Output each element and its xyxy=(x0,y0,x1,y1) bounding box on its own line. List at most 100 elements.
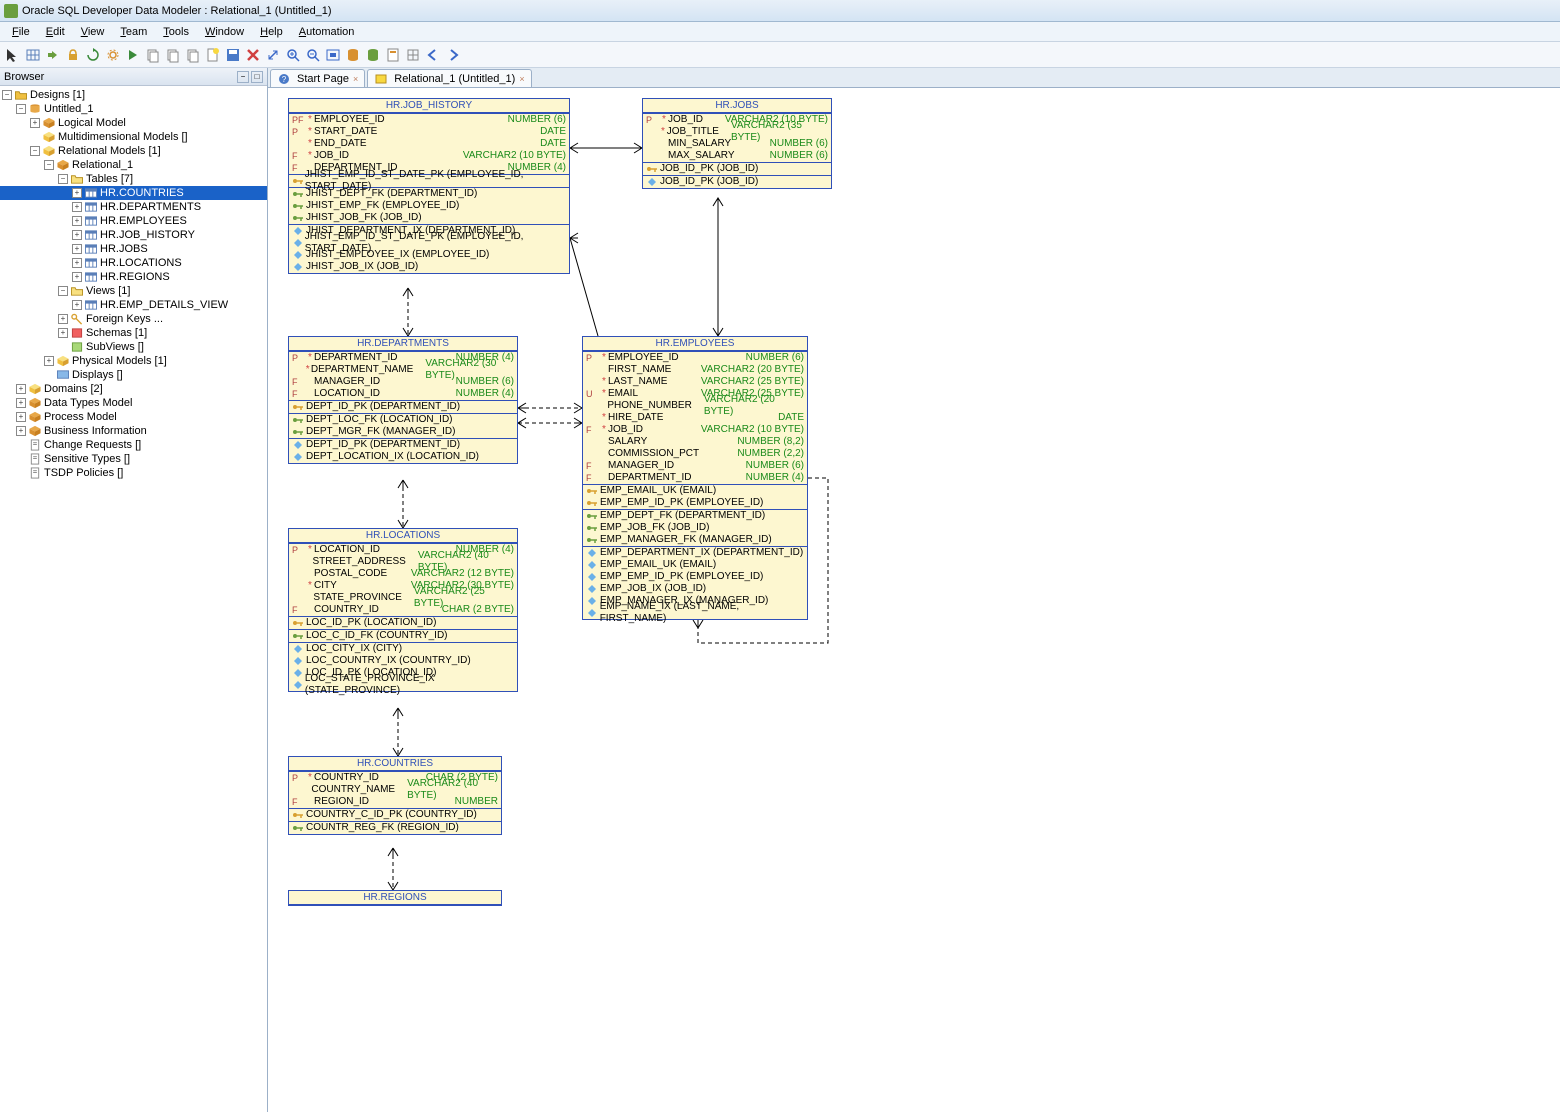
tree-item[interactable]: +Logical Model xyxy=(0,116,267,130)
tree-item[interactable]: TSDP Policies [] xyxy=(0,466,267,480)
menu-tools[interactable]: Tools xyxy=(155,24,197,40)
expand-icon[interactable]: + xyxy=(72,300,82,310)
tree-item[interactable]: +Business Information xyxy=(0,424,267,438)
back-icon[interactable] xyxy=(424,46,442,64)
expand-icon[interactable]: + xyxy=(58,328,68,338)
gear-icon[interactable] xyxy=(104,46,122,64)
expand-icon[interactable]: + xyxy=(72,272,82,282)
expand-icon[interactable]: − xyxy=(58,174,68,184)
tab-close-icon[interactable]: × xyxy=(519,74,524,84)
zoomout-icon[interactable] xyxy=(304,46,322,64)
fwd-icon[interactable] xyxy=(444,46,462,64)
tree-item[interactable]: −Relational Models [1] xyxy=(0,144,267,158)
tree-item[interactable]: +Physical Models [1] xyxy=(0,354,267,368)
tree-item[interactable]: +HR.EMPLOYEES xyxy=(0,214,267,228)
tree-item[interactable]: +Process Model xyxy=(0,410,267,424)
expand-icon[interactable]: + xyxy=(16,412,26,422)
tab-0[interactable]: ?Start Page× xyxy=(270,69,365,87)
tree-item[interactable]: −Views [1] xyxy=(0,284,267,298)
tree-item[interactable]: +Domains [2] xyxy=(0,382,267,396)
entity-job_history[interactable]: HR.JOB_HISTORYPF*EMPLOYEE_IDNUMBER (6)P*… xyxy=(288,98,570,274)
grid-icon[interactable] xyxy=(24,46,42,64)
zoomin-icon[interactable] xyxy=(284,46,302,64)
menu-automation[interactable]: Automation xyxy=(291,24,363,40)
tree-item[interactable]: +Schemas [1] xyxy=(0,326,267,340)
fit-icon[interactable] xyxy=(324,46,342,64)
tree-item[interactable]: Multidimensional Models [] xyxy=(0,130,267,144)
entity-departments[interactable]: HR.DEPARTMENTSP*DEPARTMENT_IDNUMBER (4)*… xyxy=(288,336,518,464)
tree-item[interactable]: +HR.LOCATIONS xyxy=(0,256,267,270)
expand-icon[interactable]: + xyxy=(16,426,26,436)
entity-regions[interactable]: HR.REGIONS xyxy=(288,890,502,906)
tree-item[interactable]: Displays [] xyxy=(0,368,267,382)
menu-help[interactable]: Help xyxy=(252,24,291,40)
expand-icon[interactable]: − xyxy=(44,160,54,170)
expand-icon[interactable]: + xyxy=(58,314,68,324)
diagram-canvas[interactable]: HR.JOB_HISTORYPF*EMPLOYEE_IDNUMBER (6)P*… xyxy=(268,88,1548,1112)
delete-icon[interactable] xyxy=(244,46,262,64)
save-icon[interactable] xyxy=(224,46,242,64)
cursor-icon[interactable] xyxy=(4,46,22,64)
entity-jobs[interactable]: HR.JOBSP*JOB_IDVARCHAR2 (10 BYTE)*JOB_TI… xyxy=(642,98,832,189)
expand-icon[interactable]: − xyxy=(30,146,40,156)
tree-item[interactable]: +HR.COUNTRIES xyxy=(0,186,267,200)
expand-icon[interactable]: + xyxy=(16,384,26,394)
copy3-icon[interactable] xyxy=(184,46,202,64)
zoomrev-icon[interactable] xyxy=(264,46,282,64)
tab-1[interactable]: Relational_1 (Untitled_1)× xyxy=(367,69,531,87)
tree-item[interactable]: −Untitled_1 xyxy=(0,102,267,116)
expand-icon[interactable]: + xyxy=(72,258,82,268)
tree-item[interactable]: +HR.DEPARTMENTS xyxy=(0,200,267,214)
ix-icon xyxy=(586,548,600,558)
diagram-canvas-wrap[interactable]: HR.JOB_HISTORYPF*EMPLOYEE_IDNUMBER (6)P*… xyxy=(268,88,1560,1112)
new-icon[interactable] xyxy=(204,46,222,64)
tree-item[interactable]: −Designs [1] xyxy=(0,88,267,102)
copy1-icon[interactable] xyxy=(144,46,162,64)
tree-item[interactable]: −Tables [7] xyxy=(0,172,267,186)
refresh-icon[interactable] xyxy=(84,46,102,64)
expand-icon[interactable]: + xyxy=(72,202,82,212)
expand-icon[interactable]: − xyxy=(2,90,12,100)
grid2-icon[interactable] xyxy=(404,46,422,64)
expand-icon[interactable]: − xyxy=(58,286,68,296)
tree-item[interactable]: +HR.JOB_HISTORY xyxy=(0,228,267,242)
tree-item[interactable]: +HR.EMP_DETAILS_VIEW xyxy=(0,298,267,312)
expand-icon[interactable]: + xyxy=(44,356,54,366)
menu-file[interactable]: File xyxy=(4,24,38,40)
tree-label: Displays [] xyxy=(72,369,123,381)
report-icon[interactable] xyxy=(384,46,402,64)
expand-icon[interactable]: + xyxy=(72,230,82,240)
tree-item[interactable]: +HR.REGIONS xyxy=(0,270,267,284)
menu-team[interactable]: Team xyxy=(112,24,155,40)
db1-icon[interactable] xyxy=(344,46,362,64)
entity-countries[interactable]: HR.COUNTRIESP*COUNTRY_IDCHAR (2 BYTE) CO… xyxy=(288,756,502,835)
tree-item[interactable]: +HR.JOBS xyxy=(0,242,267,256)
db2-icon[interactable] xyxy=(364,46,382,64)
menu-view[interactable]: View xyxy=(73,24,113,40)
play-icon[interactable] xyxy=(124,46,142,64)
expand-icon[interactable]: + xyxy=(16,398,26,408)
copy2-icon[interactable] xyxy=(164,46,182,64)
entity-employees[interactable]: HR.EMPLOYEESP*EMPLOYEE_IDNUMBER (6) FIRS… xyxy=(582,336,808,620)
tab-close-icon[interactable]: × xyxy=(353,74,358,84)
panel-max-icon[interactable]: □ xyxy=(251,71,263,83)
expand-icon[interactable]: + xyxy=(72,244,82,254)
tree-item[interactable]: Change Requests [] xyxy=(0,438,267,452)
expand-icon[interactable]: − xyxy=(16,104,26,114)
tree-item[interactable]: +Data Types Model xyxy=(0,396,267,410)
browser-tree[interactable]: −Designs [1]−Untitled_1+Logical ModelMul… xyxy=(0,86,267,1112)
tree-item[interactable]: SubViews [] xyxy=(0,340,267,354)
link-icon[interactable] xyxy=(44,46,62,64)
menu-window[interactable]: Window xyxy=(197,24,252,40)
fk-icon xyxy=(292,213,306,223)
menu-edit[interactable]: Edit xyxy=(38,24,73,40)
panel-min-icon[interactable]: − xyxy=(237,71,249,83)
tree-item[interactable]: −Relational_1 xyxy=(0,158,267,172)
expand-icon[interactable]: + xyxy=(30,118,40,128)
entity-locations[interactable]: HR.LOCATIONSP*LOCATION_IDNUMBER (4) STRE… xyxy=(288,528,518,692)
expand-icon[interactable]: + xyxy=(72,216,82,226)
lock-icon[interactable] xyxy=(64,46,82,64)
tree-item[interactable]: +Foreign Keys ... xyxy=(0,312,267,326)
tree-item[interactable]: Sensitive Types [] xyxy=(0,452,267,466)
expand-icon[interactable]: + xyxy=(72,188,82,198)
